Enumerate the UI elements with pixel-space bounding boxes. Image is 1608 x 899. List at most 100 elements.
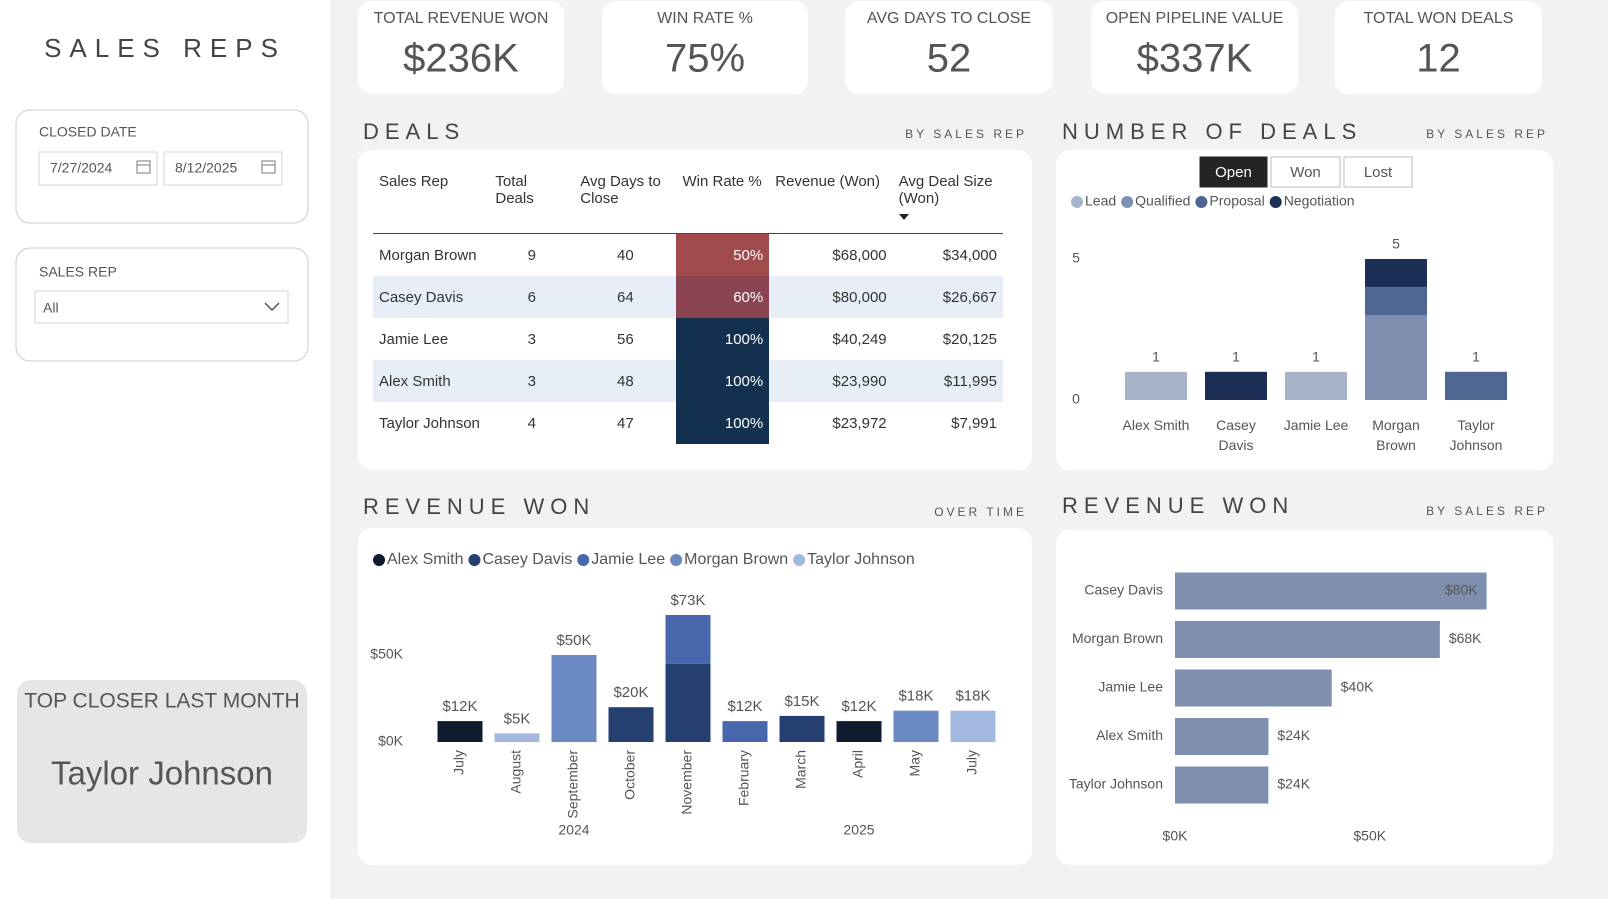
- total-label: $50K: [556, 632, 591, 649]
- column-header-text: Revenue (Won): [775, 173, 881, 190]
- bar-segment: [1445, 371, 1507, 400]
- table-row: Alex Smith 3 48 100% $23,990 $11,995: [373, 360, 1003, 402]
- table-cell: 100%: [676, 318, 770, 360]
- bar-segment: [722, 721, 768, 742]
- bar-segment: [1365, 259, 1427, 288]
- toggle-button-label: Open: [1215, 164, 1252, 181]
- legend-swatch: [373, 554, 385, 566]
- kpi-value: 52: [927, 37, 972, 81]
- table-cell: 9: [527, 246, 536, 264]
- total-label: 1: [1312, 349, 1320, 365]
- data-label: $24K: [1277, 776, 1310, 792]
- kpi-label: TOTAL WON DEALS: [1364, 10, 1514, 27]
- kpi-card: [1091, 1, 1298, 94]
- bar-segment: [1365, 315, 1427, 400]
- column-header: Win Rate %: [676, 165, 770, 234]
- table-cell: 3: [489, 360, 575, 402]
- toggle-button-label: Lost: [1364, 164, 1393, 181]
- table-cell: 60%: [676, 276, 770, 318]
- table-cell: Jamie Lee: [379, 330, 449, 348]
- table-cell: 4: [527, 414, 536, 432]
- legend-swatch: [793, 554, 806, 566]
- table-cell: $7,991: [951, 414, 997, 432]
- rep-dropdown[interactable]: [34, 290, 289, 324]
- sidebar-title: SALES REPS: [44, 33, 286, 63]
- y-tick-label: $50K: [370, 646, 403, 662]
- x-group-label: 2024: [558, 822, 589, 838]
- table-head: Sales Rep Total Deals Avg Days to Close Win…: [373, 165, 1003, 234]
- table-cell: $68,000: [832, 246, 887, 264]
- table-cell: 56: [617, 330, 634, 348]
- bar: [1175, 718, 1269, 755]
- data-label: $80K: [1445, 582, 1478, 598]
- bar-segment: [893, 710, 939, 742]
- data-label: $40K: [1341, 679, 1374, 695]
- legend-label: Lead: [1085, 193, 1116, 209]
- table: Sales Rep Total Deals Avg Days to Close Win…: [373, 165, 1003, 444]
- toggle-button[interactable]: [1343, 156, 1413, 188]
- table-row: Taylor Johnson 4 47 100% $23,972 $7,991: [373, 402, 1003, 444]
- kpi-label: TOTAL REVENUE WON: [374, 10, 549, 27]
- x-tick-label: March: [793, 750, 809, 789]
- column-header-text: Win Rate %: [682, 173, 762, 190]
- kpi-card: [1335, 1, 1542, 94]
- x-tick-label: May: [907, 750, 923, 776]
- bar-segment: [779, 715, 825, 742]
- total-label: $12K: [841, 698, 876, 715]
- total-label: $73K: [670, 592, 705, 609]
- total-label: 5: [1392, 236, 1400, 252]
- x-tick-label: Casey Davis: [1216, 417, 1256, 453]
- toggle-button[interactable]: [1199, 156, 1268, 188]
- column-header: Avg Deal Size (Won): [892, 165, 1003, 234]
- x-tick-label: November: [679, 750, 695, 815]
- table-cell: $23,972: [832, 414, 887, 432]
- toggle-button-label: Won: [1290, 164, 1321, 181]
- calendar-icon: [261, 160, 276, 174]
- date-filter-card: [15, 109, 309, 224]
- bar-segment: [665, 614, 711, 664]
- bar-segment: [836, 721, 882, 742]
- rep-filter-label: SALES REP: [39, 264, 117, 280]
- y-tick-label: Morgan Brown: [1072, 630, 1163, 646]
- kpi-value: 75%: [665, 37, 745, 81]
- section-title: REVENUE WON: [1062, 493, 1294, 518]
- table-body: Morgan Brown 9 40 50% $68,000 $34,000 Casey Da…: [373, 233, 1003, 444]
- total-label: $12K: [442, 698, 477, 715]
- table-row: Casey Davis 6 64 60% $80,000 $26,667: [373, 276, 1003, 318]
- toggle-button[interactable]: [1270, 156, 1341, 188]
- table-cell: 40: [617, 246, 634, 264]
- y-tick-label: 0: [1072, 391, 1080, 407]
- table-cell: 100%: [676, 402, 770, 444]
- bar-segment: [437, 721, 483, 742]
- x-tick-label-box: Casey Davis: [1216, 417, 1256, 453]
- table-cell: $23,990: [769, 360, 893, 402]
- y-tick-label: 5: [1072, 250, 1080, 266]
- table-cell: $20,125: [942, 330, 997, 348]
- kpi-label: WIN RATE %: [657, 10, 753, 27]
- x-tick-label-box: Taylor Johnson: [1449, 417, 1503, 453]
- start-date: 7/27/2024: [50, 160, 112, 176]
- total-label: $20K: [613, 684, 648, 701]
- kpi-card: [845, 1, 1053, 94]
- legend-swatch: [1269, 196, 1282, 208]
- total-label: $18K: [898, 688, 933, 705]
- y-tick-label: Jamie Lee: [1098, 679, 1163, 695]
- column-header-text: Avg Days to Close: [580, 173, 661, 207]
- deals-table: Sales Rep Total Deals Avg Days to Close Win…: [373, 165, 1003, 444]
- table-cell: $26,667: [892, 276, 1003, 318]
- bar-segment: [665, 663, 711, 742]
- section-title: REVENUE WON: [363, 494, 595, 519]
- x-tick-label: July: [451, 750, 467, 775]
- x-tick-label: Taylor Johnson: [1449, 417, 1503, 453]
- column-header-text: Total Deals: [495, 173, 534, 207]
- legend-label: Negotiation: [1284, 193, 1355, 209]
- total-label: $5K: [504, 710, 531, 727]
- legend-swatch: [1195, 196, 1208, 208]
- calendar-icon: [136, 160, 151, 174]
- table-cell: 47: [617, 414, 634, 432]
- bar-segment: [1285, 371, 1347, 400]
- end-date: 8/12/2025: [175, 160, 237, 176]
- legend-label: Morgan Brown: [684, 551, 788, 568]
- x-tick-label-box: Alex Smith: [1123, 417, 1190, 433]
- x-tick-label: April: [850, 750, 866, 778]
